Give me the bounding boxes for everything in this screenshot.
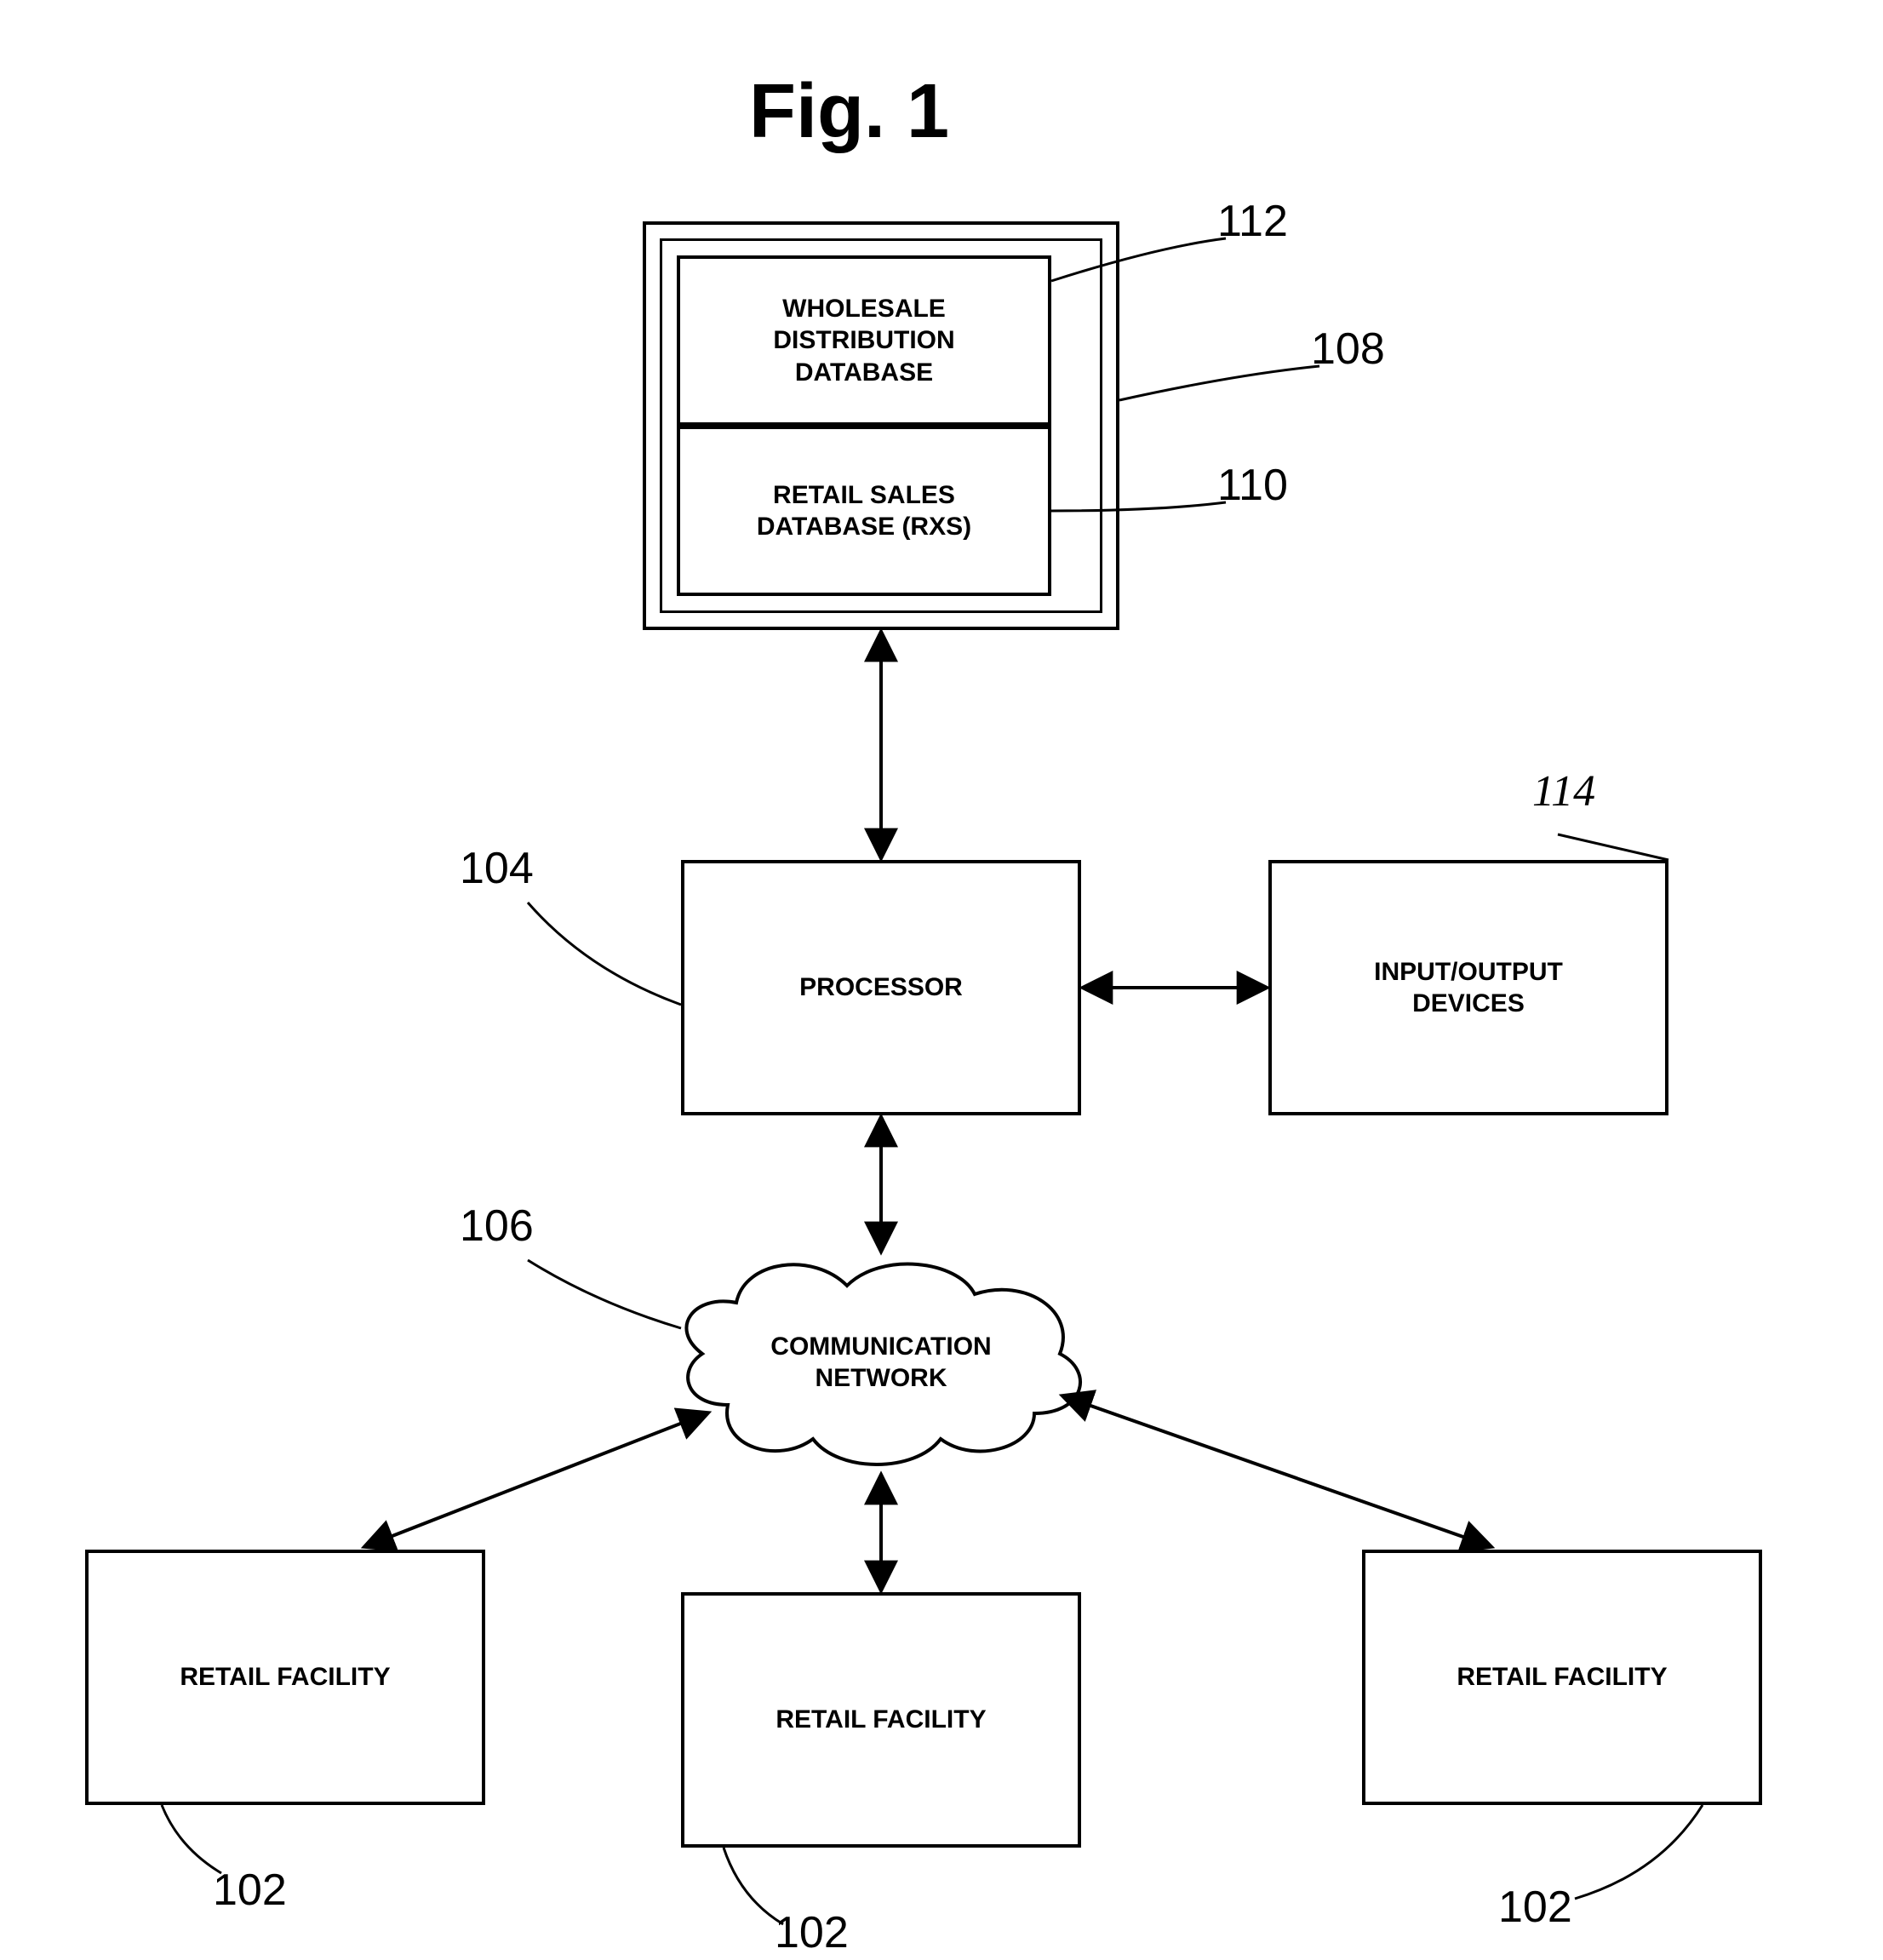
ref-112-text: 112 bbox=[1217, 197, 1288, 246]
ref-108: 108 bbox=[1311, 324, 1385, 375]
processor-label: PROCESSOR bbox=[799, 971, 963, 1004]
io-box: INPUT/OUTPUT DEVICES bbox=[1268, 860, 1668, 1115]
figure-title: Fig. 1 bbox=[749, 68, 949, 156]
ref-102b: 102 bbox=[775, 1907, 849, 1958]
retail-facility-1-label: RETAIL FACILITY bbox=[180, 1661, 390, 1694]
ref-110-text: 110 bbox=[1217, 461, 1288, 510]
ref-110: 110 bbox=[1217, 460, 1288, 511]
ref-102b-text: 102 bbox=[775, 1908, 849, 1957]
ref-106-text: 106 bbox=[460, 1201, 534, 1251]
edge-cloud-rf3 bbox=[1064, 1396, 1490, 1546]
retail-facility-3-label: RETAIL FACILITY bbox=[1457, 1661, 1667, 1694]
io-label: INPUT/OUTPUT DEVICES bbox=[1374, 956, 1563, 1020]
figure-stage: Fig. 1 WHOLESALE DISTRIBUTION DATABASE R… bbox=[0, 0, 1883, 1960]
leader-106 bbox=[528, 1260, 681, 1328]
processor-box: PROCESSOR bbox=[681, 860, 1081, 1115]
retail-db-label: RETAIL SALES DATABASE (RXS) bbox=[757, 479, 971, 543]
retail-db-box: RETAIL SALES DATABASE (RXS) bbox=[677, 426, 1051, 596]
ref-102c: 102 bbox=[1498, 1882, 1572, 1933]
leader-104 bbox=[528, 903, 681, 1005]
ref-104: 104 bbox=[460, 843, 534, 894]
retail-facility-1-box: RETAIL FACILITY bbox=[85, 1550, 485, 1805]
leader-102a bbox=[162, 1805, 221, 1873]
leader-114 bbox=[1558, 834, 1668, 860]
ref-104-text: 104 bbox=[460, 844, 534, 893]
ref-112: 112 bbox=[1217, 196, 1288, 247]
retail-facility-2-box: RETAIL FACILITY bbox=[681, 1592, 1081, 1848]
ref-102c-text: 102 bbox=[1498, 1883, 1572, 1932]
retail-facility-3-box: RETAIL FACILITY bbox=[1362, 1550, 1762, 1805]
ref-106: 106 bbox=[460, 1201, 534, 1252]
leader-108 bbox=[1119, 366, 1319, 400]
ref-114-text: 114 bbox=[1532, 767, 1595, 816]
edge-cloud-rf1 bbox=[366, 1413, 707, 1546]
leader-102c bbox=[1575, 1805, 1703, 1899]
retail-facility-2-label: RETAIL FACILITY bbox=[776, 1704, 986, 1736]
figure-title-text: Fig. 1 bbox=[749, 69, 949, 154]
ref-102a-text: 102 bbox=[213, 1865, 287, 1915]
ref-102a: 102 bbox=[213, 1865, 287, 1916]
ref-108-text: 108 bbox=[1311, 324, 1385, 374]
wholesale-db-box: WHOLESALE DISTRIBUTION DATABASE bbox=[677, 255, 1051, 426]
cloud-label: COMMUNICATION NETWORK bbox=[770, 1331, 991, 1395]
ref-114: 114 bbox=[1532, 766, 1595, 817]
cloud-label-container: COMMUNICATION NETWORK bbox=[668, 1243, 1094, 1481]
wholesale-db-label: WHOLESALE DISTRIBUTION DATABASE bbox=[773, 293, 954, 389]
